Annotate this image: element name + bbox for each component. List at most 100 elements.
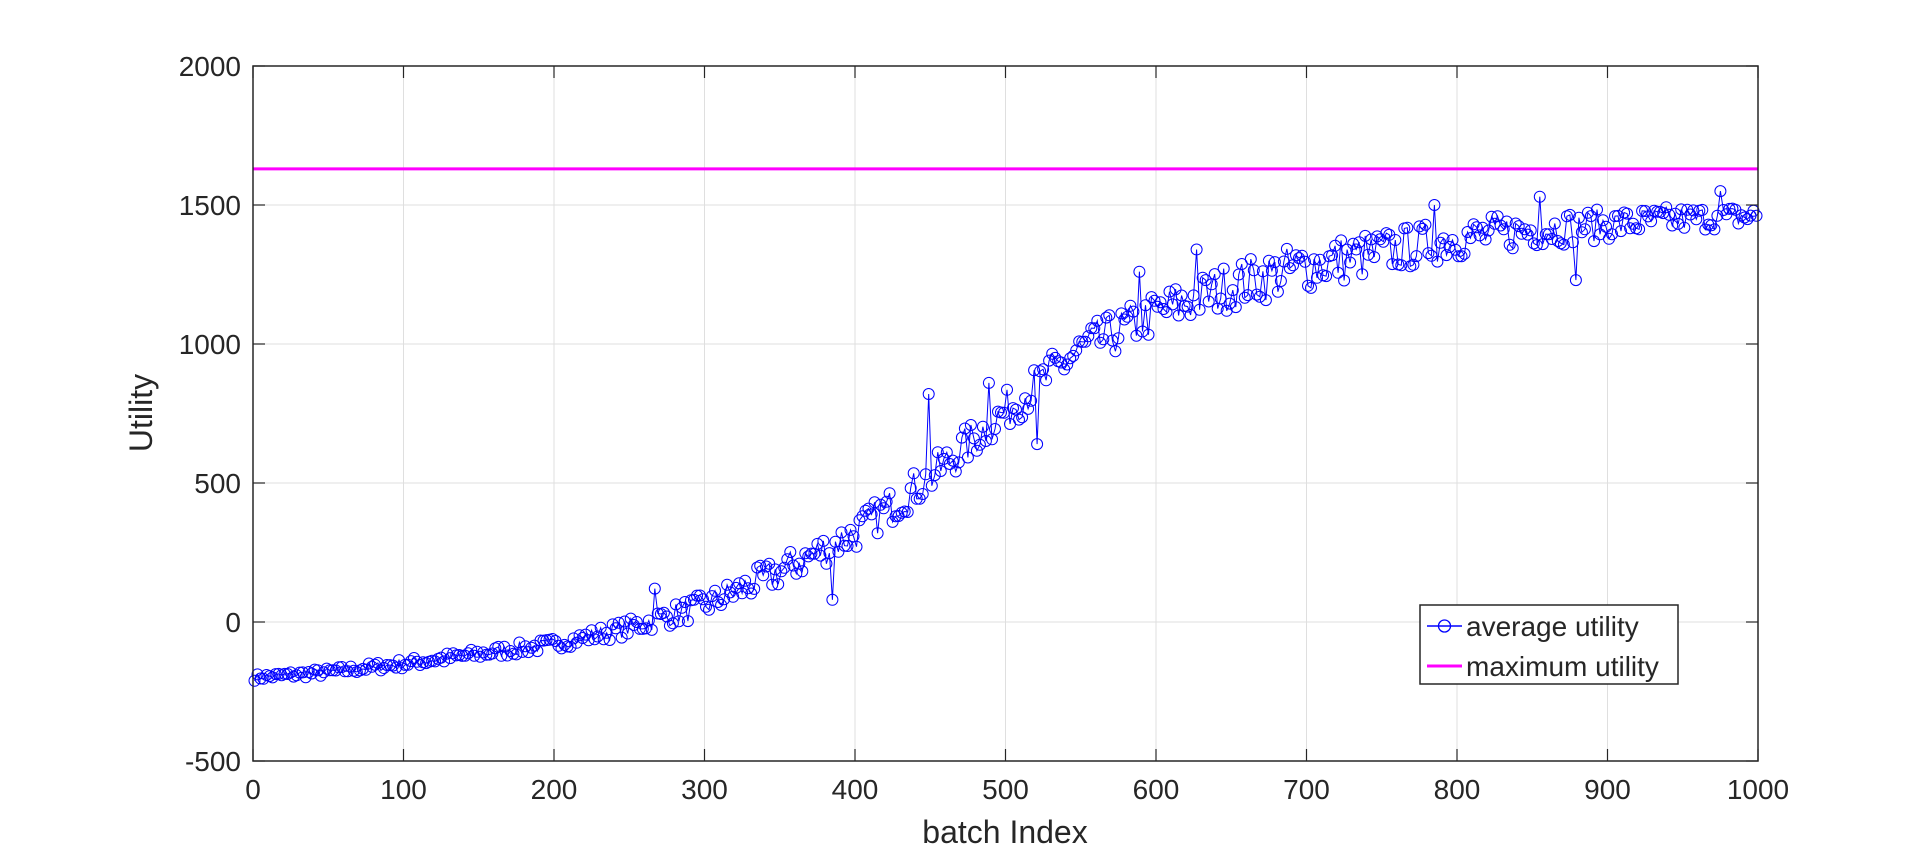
average-utility-marker — [1380, 227, 1393, 240]
average-utility-marker — [552, 639, 565, 652]
average-utility-marker — [1612, 209, 1624, 222]
series-layer — [248, 167, 1763, 687]
average-utility-marker — [940, 446, 953, 459]
average-utility-marker — [910, 492, 923, 505]
average-utility-marker — [513, 636, 526, 649]
average-utility-marker — [880, 495, 893, 508]
average-utility-marker — [558, 638, 571, 651]
average-utility-marker — [1124, 299, 1137, 312]
average-utility-marker — [1386, 258, 1399, 271]
average-utility-marker — [709, 584, 721, 597]
average-utility-marker — [1265, 264, 1278, 277]
average-utility-marker — [642, 614, 655, 627]
average-utility-marker — [1106, 334, 1119, 347]
average-utility-marker — [1217, 262, 1230, 275]
average-utility-marker — [1431, 255, 1444, 268]
average-utility-marker — [1377, 235, 1390, 248]
average-utility-marker — [1040, 374, 1053, 387]
average-utility-marker — [456, 649, 469, 662]
average-utility-marker — [1293, 252, 1305, 265]
average-utility-marker — [1046, 347, 1059, 360]
average-utility-marker — [603, 634, 616, 646]
legend-label-maximum-utility: maximum utility — [1466, 651, 1659, 682]
average-utility-marker — [672, 615, 685, 628]
average-utility-marker — [1290, 249, 1302, 262]
average-utility-marker — [1365, 233, 1378, 246]
average-utility-marker — [1308, 253, 1320, 266]
average-utility-marker — [510, 648, 523, 661]
y-tick-label: -500 — [185, 746, 241, 777]
average-utility-marker — [934, 465, 947, 477]
y-tick-label: 0 — [225, 607, 241, 638]
average-utility-marker — [844, 523, 857, 536]
average-utility-marker — [1169, 283, 1182, 296]
average-utility-marker — [946, 454, 959, 467]
average-utility-marker — [1127, 305, 1140, 318]
average-utility-marker — [573, 629, 586, 642]
average-utility-marker — [314, 669, 327, 682]
average-utility-marker — [555, 642, 568, 655]
average-utility-marker — [666, 617, 679, 630]
average-utility-marker — [438, 655, 451, 668]
average-utility-marker — [648, 582, 661, 595]
average-utility-marker — [1356, 268, 1369, 281]
average-utility-marker — [1572, 211, 1585, 224]
average-utility-marker — [835, 526, 848, 539]
average-utility-marker — [868, 496, 881, 509]
average-utility-marker — [1678, 221, 1691, 234]
average-utility-marker — [465, 643, 478, 656]
x-tick-label: 100 — [380, 774, 427, 805]
average-utility-marker — [1193, 303, 1206, 316]
average-utility-marker — [675, 601, 688, 614]
average-utility-marker — [826, 593, 839, 606]
average-utility-marker — [1482, 224, 1495, 237]
average-utility-marker — [606, 618, 619, 631]
average-utility-marker — [633, 622, 646, 635]
average-utility-marker — [1401, 221, 1414, 234]
average-utility-marker — [1569, 274, 1582, 287]
average-utility-marker — [1061, 358, 1074, 371]
average-utility-marker — [326, 664, 339, 677]
average-utility-marker — [317, 666, 330, 679]
average-utility-marker — [1136, 325, 1149, 338]
average-utility-marker — [1557, 238, 1570, 251]
average-utility-marker — [1070, 344, 1083, 357]
average-utility-marker — [949, 465, 962, 478]
average-utility-marker — [1675, 203, 1688, 216]
average-utility-marker — [832, 545, 845, 558]
x-tick-label: 0 — [245, 774, 261, 805]
average-utility-marker — [1208, 268, 1221, 281]
average-utility-marker — [1672, 217, 1685, 230]
average-utility-marker — [859, 504, 872, 517]
average-utility-marker — [850, 540, 863, 553]
average-utility-marker — [1548, 217, 1561, 230]
average-utility-marker — [468, 649, 481, 662]
average-utility-marker — [594, 621, 607, 634]
y-tick-label: 1500 — [179, 190, 241, 221]
average-utility-marker — [1091, 314, 1104, 327]
average-utility-marker — [1094, 336, 1107, 349]
average-utility-marker — [1067, 349, 1080, 362]
average-utility-marker — [1600, 220, 1612, 233]
average-utility-marker — [1413, 220, 1426, 233]
average-utility-marker — [1133, 265, 1146, 278]
average-utility-marker — [1311, 271, 1323, 284]
average-utility-marker — [1714, 185, 1727, 198]
average-utility-marker — [862, 502, 875, 515]
average-utility-marker — [995, 406, 1007, 419]
average-utility-marker — [1022, 402, 1035, 415]
x-tick-label: 1000 — [1727, 774, 1789, 805]
average-utility-marker — [1458, 247, 1471, 260]
average-utility-marker — [1687, 204, 1700, 217]
average-utility-marker — [362, 657, 375, 670]
average-utility-marker — [477, 646, 490, 659]
legend: average utility maximum utility — [1419, 604, 1679, 685]
average-utility-marker — [784, 546, 797, 558]
average-utility-marker — [1226, 284, 1239, 297]
average-utility-marker — [498, 640, 511, 653]
average-utility-marker — [967, 432, 980, 445]
average-utility-marker — [1527, 237, 1540, 250]
average-utility-marker — [904, 482, 917, 495]
average-utility-marker — [766, 578, 779, 591]
average-utility-marker — [931, 446, 944, 459]
